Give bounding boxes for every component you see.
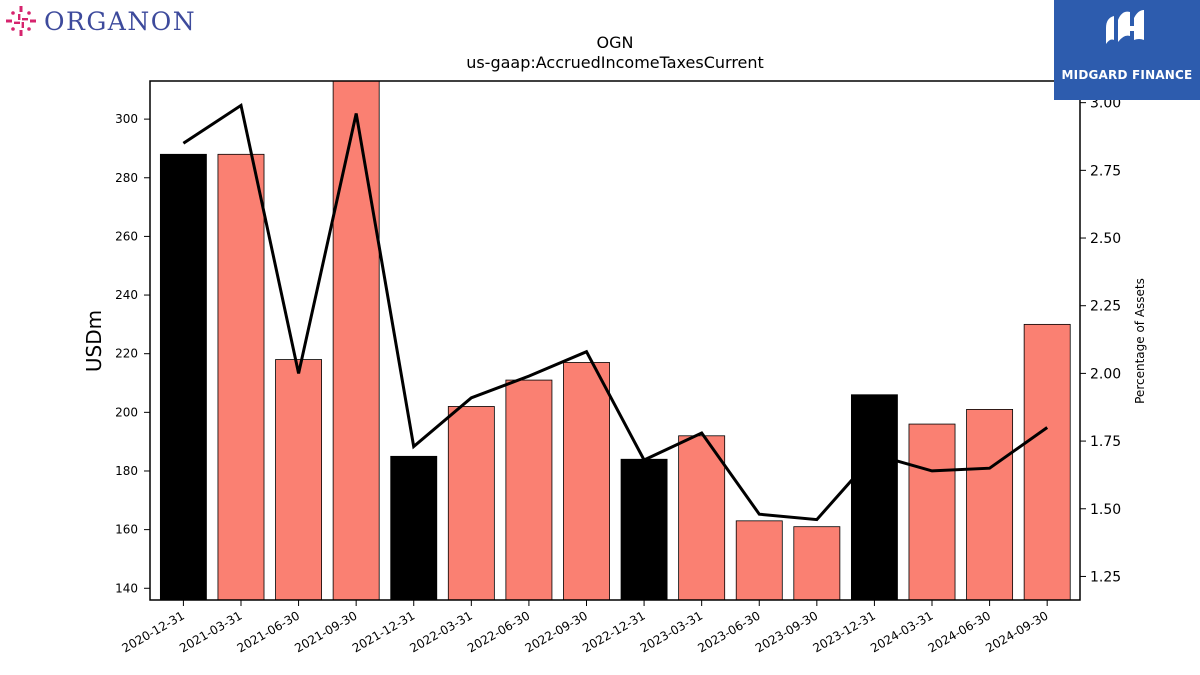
bar-2022-06-30 xyxy=(505,379,553,600)
x-tick-label: 2023-06-30 xyxy=(695,608,762,655)
y-tick-label: 300 xyxy=(115,112,138,126)
bar-2022-12-31 xyxy=(620,458,668,600)
y2-tick-label: 2.75 xyxy=(1090,163,1121,179)
chart-title: OGN xyxy=(597,33,634,52)
x-tick-label: 2023-03-31 xyxy=(638,608,705,655)
x-tick-label: 2022-06-30 xyxy=(465,608,532,655)
x-tick-label: 2022-03-31 xyxy=(407,608,474,655)
line-layer xyxy=(182,102,1049,522)
organon-logo-mark-icon xyxy=(6,6,36,36)
y-tick-label: 260 xyxy=(115,229,138,243)
x-tick-label: 2021-12-31 xyxy=(350,608,417,655)
y-tick-label: 280 xyxy=(115,171,138,185)
bar-2023-06-30 xyxy=(735,520,783,600)
bar-2024-03-31 xyxy=(908,423,956,600)
x-tick-label: 2024-09-30 xyxy=(983,608,1050,655)
midgard-finance-logo: MIDGARD FINANCE xyxy=(1054,0,1200,100)
y-tick-label: 200 xyxy=(115,405,138,419)
organon-wordmark: ORGANON xyxy=(44,6,197,36)
y-tick-label: 240 xyxy=(115,288,138,302)
organon-logo: ORGANON xyxy=(4,4,196,38)
bars-layer xyxy=(159,81,1071,600)
bar-2023-09-30 xyxy=(793,526,841,600)
bar-2022-09-30 xyxy=(563,362,610,600)
plot-frame xyxy=(149,80,1081,601)
y2-tick-label: 2.00 xyxy=(1090,366,1121,382)
x-tick-label: 2021-09-30 xyxy=(292,608,359,655)
x-tick-label: 2022-12-31 xyxy=(580,608,647,655)
x-tick-label: 2022-09-30 xyxy=(523,608,590,655)
x-tick-label: 2023-12-31 xyxy=(811,608,878,655)
y2-tick-label: 1.25 xyxy=(1090,569,1121,585)
y-tick-label: 180 xyxy=(115,464,138,478)
y2-axis-label: Percentage of Assets xyxy=(1133,278,1147,404)
bar-2023-03-31 xyxy=(678,435,726,600)
bar-2021-09-30 xyxy=(332,81,380,600)
x-tick-label: 2024-03-31 xyxy=(868,608,935,655)
bar-2024-06-30 xyxy=(966,409,1014,600)
midgard-logo-mark-icon xyxy=(1106,10,1144,44)
y-axis-label: USDm xyxy=(82,310,106,372)
y-tick-label: 160 xyxy=(115,523,138,537)
percentage-of-assets-line xyxy=(182,102,1049,522)
chart-subtitle: us-gaap:AccruedIncomeTaxesCurrent xyxy=(466,53,764,72)
y2-tick-label: 2.25 xyxy=(1090,299,1121,315)
x-tick-label: 2020-12-31 xyxy=(119,608,186,655)
y2-tick-label: 1.75 xyxy=(1090,434,1121,450)
x-tick-label: 2021-03-31 xyxy=(177,608,244,655)
y2-tick-label: 2.50 xyxy=(1090,231,1121,247)
bar-2021-03-31 xyxy=(217,153,265,600)
bar-2021-06-30 xyxy=(275,359,323,600)
bar-2024-09-30 xyxy=(1023,323,1071,600)
bar-2021-12-31 xyxy=(390,455,438,600)
y2-tick-label: 1.50 xyxy=(1090,502,1121,518)
bar-2023-12-31 xyxy=(850,394,898,600)
bar-2020-12-31 xyxy=(159,153,207,600)
y-tick-label: 220 xyxy=(115,347,138,361)
x-tick-label: 2021-06-30 xyxy=(235,608,302,655)
x-tick-label: 2024-06-30 xyxy=(926,608,993,655)
x-tick-label: 2023-09-30 xyxy=(753,608,820,655)
y-tick-label: 140 xyxy=(115,581,138,595)
bar-2022-03-31 xyxy=(447,406,495,600)
midgard-wordmark: MIDGARD FINANCE xyxy=(1061,68,1193,82)
